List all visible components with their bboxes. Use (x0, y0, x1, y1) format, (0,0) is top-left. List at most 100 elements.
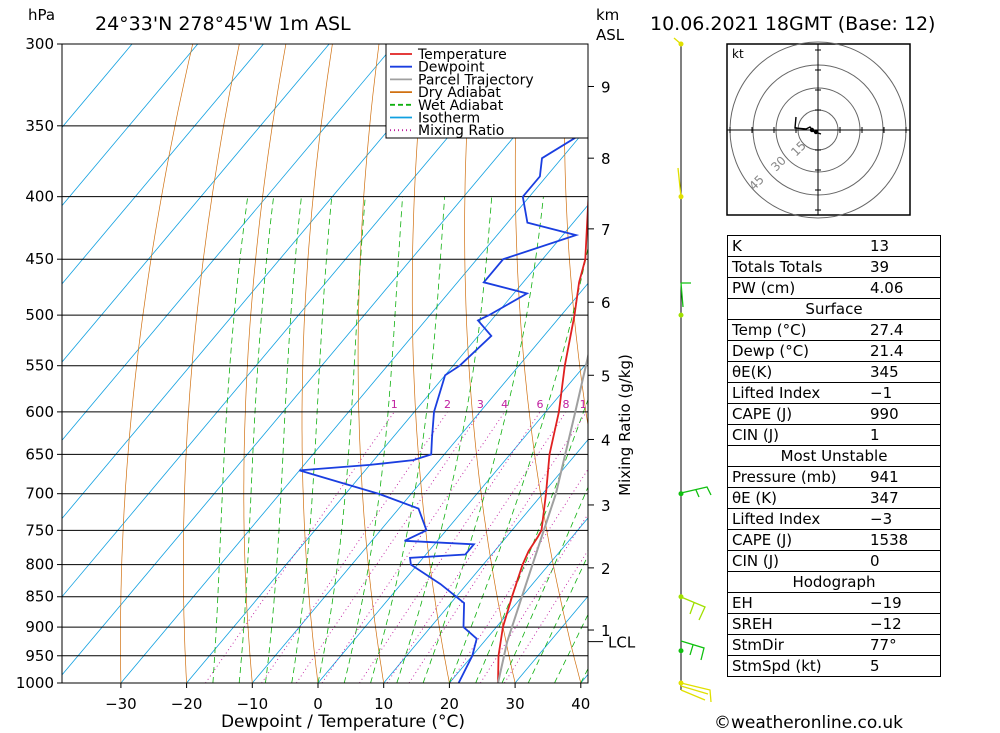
index-key: CIN (J) (727, 550, 866, 572)
index-row: Dewp (°C) 21.4 (727, 340, 941, 362)
hodograph-unit: kt (732, 47, 744, 61)
index-row: PW (cm) 4.06 (727, 277, 941, 299)
index-row: Lifted Index −1 (727, 382, 941, 404)
dry-adiabat-line (938, 44, 1000, 683)
section-header: Hodograph (727, 571, 941, 593)
legend-label: Wet Adiabat (418, 98, 504, 114)
temperature-line (497, 125, 588, 683)
isotherm-line (449, 517, 588, 683)
index-value: −19 (866, 592, 941, 614)
isotherm-line (62, 44, 133, 129)
index-key: K (727, 235, 866, 257)
isotherm-line (62, 48, 588, 676)
index-key: Lifted Index (727, 382, 866, 404)
wind-barb (680, 596, 706, 621)
index-row: Pressure (mb) 941 (727, 466, 941, 488)
hodograph-trace (794, 116, 822, 135)
km-tick-label: 4 (601, 431, 611, 449)
pressure-tick-label: 500 (25, 306, 54, 324)
index-key: SREH (727, 613, 866, 635)
x-axis-label: Dewpoint / Temperature (°C) (221, 712, 465, 732)
isotherm-line (383, 439, 588, 683)
temperature-tick-label: 30 (506, 695, 525, 713)
isotherm-line (62, 44, 330, 363)
section-title: Hodograph (727, 571, 941, 593)
mixing-ratio-label: 6 (536, 398, 543, 411)
index-key: θE (K) (727, 487, 866, 509)
km-tick-label: 3 (601, 497, 611, 515)
pressure-tick-label: 350 (25, 117, 54, 135)
km-tick-label: 1 (601, 622, 611, 640)
legend-label: Parcel Trajectory (418, 72, 534, 88)
wet-adiabat-line (527, 554, 588, 683)
mixing-ratio-label: 20 (647, 398, 661, 411)
index-value: 1538 (866, 529, 941, 551)
index-value: 5 (866, 655, 941, 677)
index-row: SREH −12 (727, 613, 941, 635)
temperature-tick-label: 40 (571, 695, 590, 713)
km-unit-label: km (596, 6, 619, 24)
index-value: 990 (866, 403, 941, 425)
axes: 3003504004505005506006507007508008509009… (16, 35, 636, 713)
km-tick-label: 9 (601, 78, 611, 96)
index-key: Lifted Index (727, 508, 866, 530)
mixing-ratio-line (296, 411, 481, 683)
mixing-ratio-label: 3 (477, 398, 484, 411)
index-key: StmSpd (kt) (727, 655, 866, 677)
index-key: Totals Totals (727, 256, 866, 278)
wet-adiabat-line (396, 196, 493, 683)
pressure-tick-label: 700 (25, 485, 54, 503)
dry-adiabat-line (563, 44, 588, 428)
wind-barb (680, 682, 712, 703)
temperature-tick-label: −20 (171, 695, 203, 713)
pressure-tick-label: 800 (25, 556, 54, 574)
mixing-ratio-line (261, 411, 448, 683)
isotherm-line (62, 44, 527, 598)
index-row: CIN (J) 0 (727, 550, 941, 572)
legend-label: Mixing Ratio (418, 123, 504, 139)
km-tick-label: 8 (601, 150, 611, 168)
wet-adiabat-line (422, 196, 544, 683)
dewpoint-line (299, 44, 585, 683)
mixing-ratio-label: 1 (391, 398, 398, 411)
legend-box (385, 43, 589, 139)
isotherm-line (62, 44, 396, 441)
index-row: Lifted Index −3 (727, 508, 941, 530)
index-row: EH −19 (727, 592, 941, 614)
dry-adiabat-line (301, 44, 333, 683)
index-row: Temp (°C) 27.4 (727, 319, 941, 341)
index-value: 1 (866, 424, 941, 446)
dry-adiabat-line (464, 44, 516, 683)
isotherm-line (186, 204, 588, 683)
index-row: θE(K) 345 (727, 361, 941, 383)
pressure-tick-label: 600 (25, 403, 54, 421)
index-key: EH (727, 592, 866, 614)
km-tick-label: 6 (601, 294, 611, 312)
pressure-tick-label: 850 (25, 588, 54, 606)
pressure-tick-label: 550 (25, 357, 54, 375)
isotherm-line (120, 126, 588, 683)
km-tick-label: 7 (601, 221, 611, 239)
legend-label: Dewpoint (418, 60, 485, 76)
index-row: StmDir 77° (727, 634, 941, 656)
pressure-tick-label: 950 (25, 647, 54, 665)
isotherm-line (251, 282, 588, 683)
pressure-unit-label: hPa (28, 6, 55, 24)
index-value: 4.06 (866, 277, 941, 299)
mixing-ratio-label: 4 (501, 398, 508, 411)
index-key: Temp (°C) (727, 319, 866, 341)
index-row: CAPE (J) 990 (727, 403, 941, 425)
wind-barb (680, 486, 712, 498)
index-value: 13 (866, 235, 941, 257)
index-value: 77° (866, 634, 941, 656)
km-tick-label: 5 (601, 367, 611, 385)
dry-adiabat-line (120, 44, 194, 683)
index-row: CIN (J) 1 (727, 424, 941, 446)
index-row: K 13 (727, 235, 941, 257)
wind-level-dot (678, 312, 684, 318)
section-title: Most Unstable (727, 445, 941, 467)
legend-label: Temperature (417, 47, 507, 63)
wind-barb (680, 282, 691, 308)
